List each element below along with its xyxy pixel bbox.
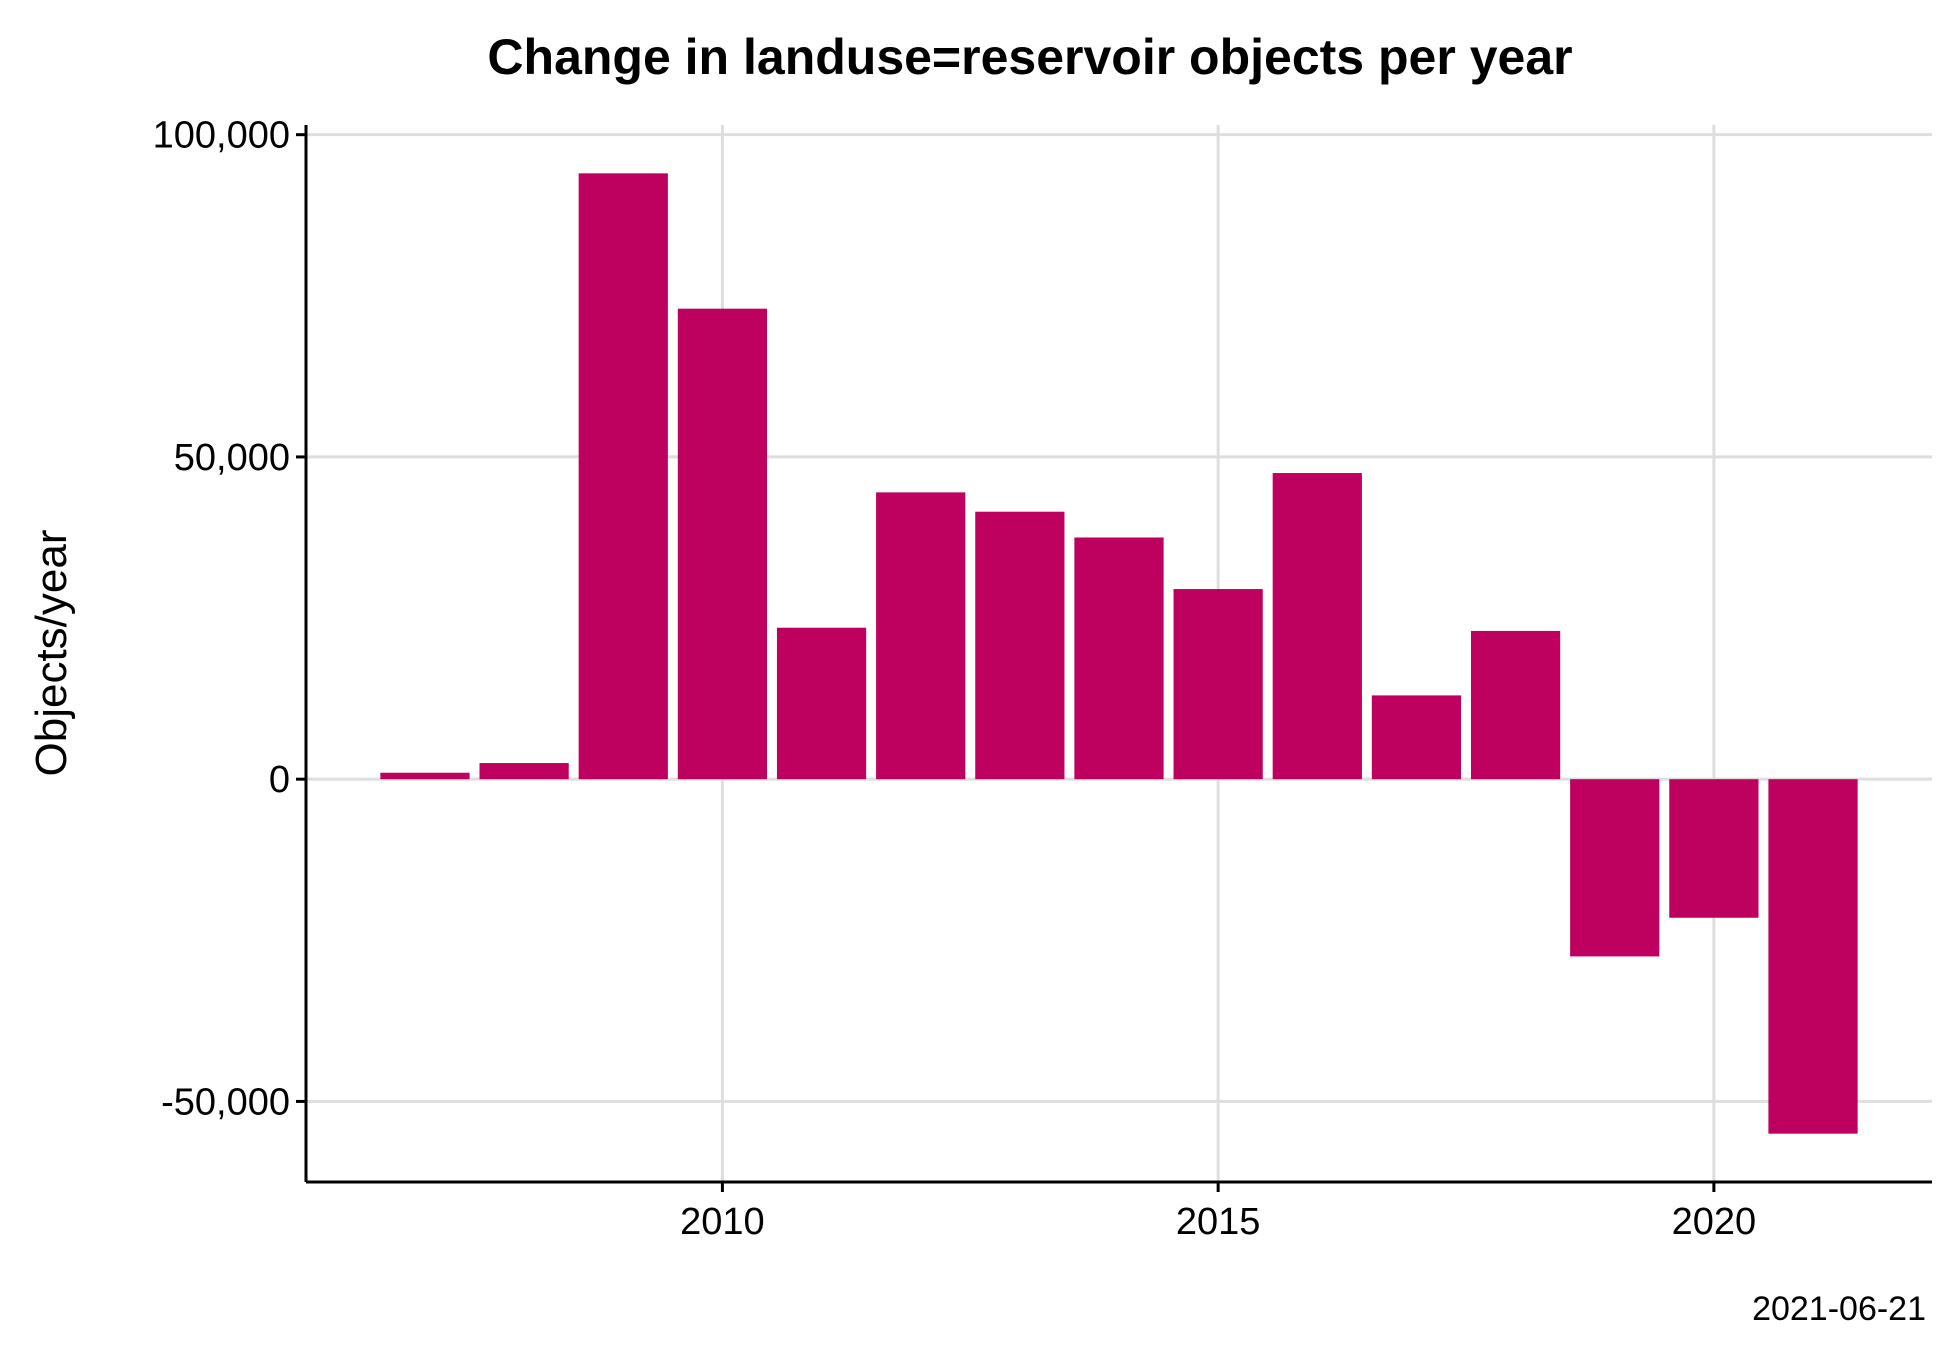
bar-2019: [1570, 779, 1660, 957]
bars: [380, 173, 1858, 1134]
bar-2014: [1074, 537, 1164, 780]
bar-2018: [1470, 630, 1561, 780]
bar-2015: [1173, 589, 1263, 780]
date-caption: 2021-06-21: [1752, 1290, 1926, 1328]
x-tick-label: 2015: [1176, 1201, 1261, 1243]
bar-2017: [1371, 695, 1462, 780]
y-tick-label: 0: [269, 759, 290, 801]
bar-2008: [479, 763, 569, 780]
y-tick-label: 50,000: [174, 437, 290, 479]
bar-2007: [380, 772, 470, 780]
bar-2021: [1768, 779, 1858, 1134]
x-tick-label: 2020: [1672, 1201, 1757, 1243]
y-tick-label: 100,000: [153, 115, 290, 157]
bar-2011: [776, 627, 867, 780]
axes: [304, 125, 1932, 1184]
bar-2013: [975, 511, 1065, 780]
chart-title: Change in landuse=reservoir objects per …: [487, 29, 1572, 85]
bar-2009: [578, 173, 668, 780]
bar-2020: [1669, 779, 1759, 918]
ticks: -50,000 0 50,000 100,000 2010 2015 2020: [153, 115, 1757, 1243]
bar-2010: [677, 308, 768, 780]
y-axis-title: Objects/year: [27, 530, 76, 777]
bar-2012: [876, 492, 966, 780]
bar-2016: [1272, 473, 1362, 780]
y-tick-label: -50,000: [161, 1081, 290, 1123]
x-tick-label: 2010: [680, 1201, 765, 1243]
